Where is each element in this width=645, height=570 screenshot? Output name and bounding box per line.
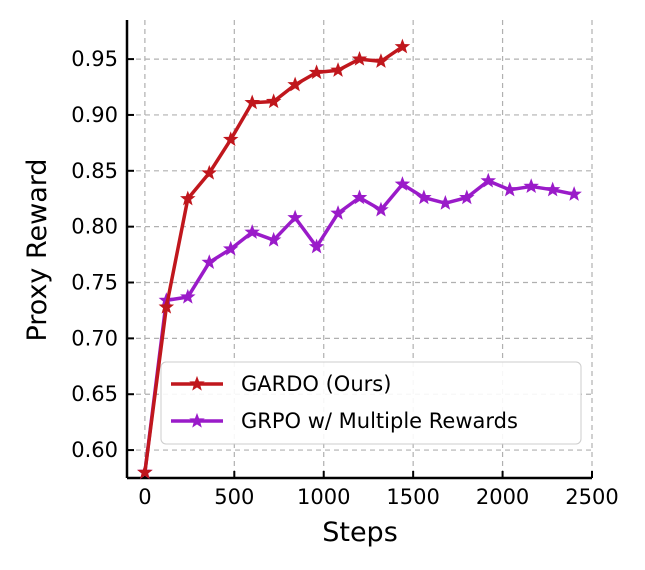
data-point-star — [523, 178, 539, 194]
data-point-star — [180, 190, 196, 206]
legend-item: GRPO w/ Multiple Rewards — [171, 409, 518, 433]
y-tick-label: 0.85 — [71, 159, 118, 183]
data-point-star — [480, 172, 497, 188]
data-point-star — [308, 64, 325, 80]
y-tick-label: 0.80 — [71, 215, 118, 239]
data-point-star — [394, 38, 411, 54]
legend-label: GARDO (Ours) — [241, 372, 391, 396]
data-point-star — [351, 50, 368, 66]
data-point-star — [137, 464, 153, 480]
data-point-star — [201, 254, 218, 269]
data-point-star — [501, 181, 518, 197]
series-gardo — [137, 38, 411, 480]
series-layer — [137, 38, 582, 480]
data-point-star — [394, 176, 411, 191]
data-point-star — [287, 209, 303, 225]
data-point-star — [330, 205, 346, 220]
data-point-star — [201, 164, 218, 180]
data-point-star — [265, 231, 282, 247]
data-point-star — [373, 53, 389, 68]
x-tick-label: 1500 — [386, 485, 439, 509]
data-point-star — [437, 195, 454, 210]
y-tick-label: 0.65 — [71, 382, 118, 406]
legend-box — [160, 361, 582, 445]
legend: GARDO (Ours) GRPO w/ Multiple Rewards — [160, 361, 582, 445]
legend-swatch-star — [189, 375, 205, 391]
data-point-star — [222, 240, 239, 256]
x-axis-label: Steps — [322, 517, 398, 548]
data-point-star — [566, 186, 582, 201]
data-point-star — [158, 298, 175, 314]
data-point-star — [222, 131, 239, 147]
data-point-star — [180, 288, 196, 304]
data-point-star — [244, 224, 260, 239]
x-tick-label: 0 — [138, 485, 151, 509]
data-point-star — [287, 76, 303, 92]
x-tick-label: 1000 — [297, 485, 350, 509]
data-point-star — [308, 238, 325, 254]
y-tick-label: 0.90 — [71, 103, 118, 127]
legend-label: GRPO w/ Multiple Rewards — [241, 409, 518, 433]
y-tick-label: 0.60 — [71, 438, 118, 462]
data-point-star — [459, 189, 475, 205]
y-tick-label: 0.70 — [71, 326, 118, 350]
y-tick-label: 0.75 — [71, 271, 118, 295]
data-point-star — [351, 189, 368, 205]
data-point-star — [416, 189, 432, 205]
data-point-star — [330, 62, 346, 77]
data-point-star — [244, 94, 260, 110]
x-tick-label: 2000 — [476, 485, 529, 509]
y-tick-label: 0.95 — [71, 47, 118, 71]
legend-item: GARDO (Ours) — [171, 372, 391, 396]
y-axis-label: Proxy Reward — [22, 158, 53, 341]
data-point-star — [373, 201, 389, 217]
data-point-star — [265, 93, 282, 109]
x-tick-label: 2500 — [565, 485, 618, 509]
data-point-star — [544, 181, 561, 197]
axes — [125, 20, 592, 480]
legend-swatch-star — [189, 412, 205, 428]
x-tick-label: 500 — [214, 485, 254, 509]
x-axis-ticks: 0 500 1000 1500 2000 2500 — [138, 471, 619, 509]
series-grpo — [137, 172, 582, 480]
y-axis-ticks: 0.60 0.65 0.70 0.75 0.80 0.85 0.90 0.95 — [71, 47, 134, 462]
